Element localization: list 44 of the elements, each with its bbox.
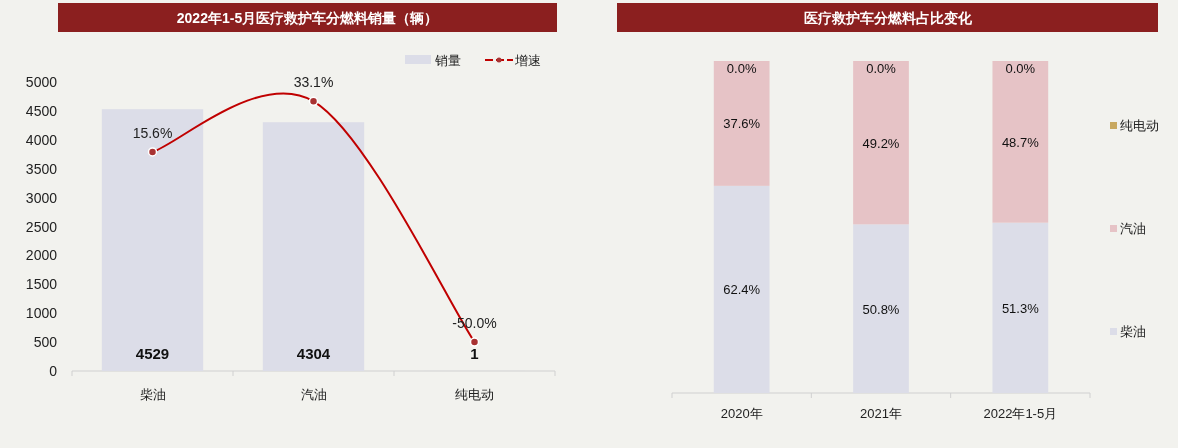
data-label: 4529 bbox=[135, 345, 170, 362]
y-tick-label: 2000 bbox=[25, 247, 58, 264]
chart-title: 2022年1-5月医疗救护车分燃料销量（辆） bbox=[176, 10, 439, 26]
y-tick-label: 5000 bbox=[25, 74, 58, 90]
data-label: 15.6% bbox=[132, 124, 173, 141]
data-label: 51.3% bbox=[1001, 300, 1040, 316]
bar bbox=[853, 224, 909, 393]
x-tick-label: 2020年 bbox=[720, 406, 763, 421]
data-label: 49.2% bbox=[862, 135, 900, 151]
data-label: 37.6% bbox=[723, 116, 761, 132]
bar bbox=[853, 61, 909, 225]
y-tick-label: 500 bbox=[33, 334, 58, 351]
x-tick-label: 柴油 bbox=[139, 387, 166, 402]
legend-label: 纯电动 bbox=[1120, 118, 1159, 133]
y-tick-label: 3500 bbox=[25, 160, 58, 177]
data-label: 62.4% bbox=[723, 282, 761, 298]
bar bbox=[992, 61, 1049, 223]
y-tick-label: 4500 bbox=[25, 102, 58, 119]
x-tick-label: 2021年 bbox=[860, 406, 902, 421]
data-label: 4304 bbox=[296, 345, 331, 362]
y-tick-label: 2500 bbox=[25, 218, 58, 235]
data-label: 1 bbox=[470, 345, 479, 362]
bar bbox=[713, 185, 770, 393]
legend-label: 汽油 bbox=[1120, 221, 1146, 236]
data-label: 48.7% bbox=[1001, 134, 1040, 150]
legend-label: 柴油 bbox=[1120, 324, 1146, 339]
y-tick-label: 0 bbox=[49, 363, 58, 379]
y-tick-label: 1000 bbox=[25, 305, 58, 322]
y-tick-label: 1500 bbox=[25, 276, 58, 293]
data-label: 0.0% bbox=[866, 61, 897, 76]
x-tick-label: 2022年1-5月 bbox=[983, 406, 1058, 421]
x-tick-label: 汽油 bbox=[300, 387, 327, 402]
y-tick-label: 3000 bbox=[25, 189, 58, 206]
data-label: 0.0% bbox=[726, 61, 757, 76]
chart-title: 医疗救护车分燃料占比变化 bbox=[803, 10, 973, 26]
legend-label: 增速 bbox=[514, 53, 541, 68]
data-label: 0.0% bbox=[1005, 61, 1036, 76]
data-label: 50.8% bbox=[862, 301, 900, 317]
bar bbox=[992, 222, 1049, 393]
data-label: 33.1% bbox=[293, 74, 334, 91]
x-tick-label: 纯电动 bbox=[455, 387, 494, 402]
y-tick-label: 4000 bbox=[25, 131, 58, 148]
bar bbox=[713, 61, 770, 186]
legend-label: 销量 bbox=[434, 53, 461, 68]
